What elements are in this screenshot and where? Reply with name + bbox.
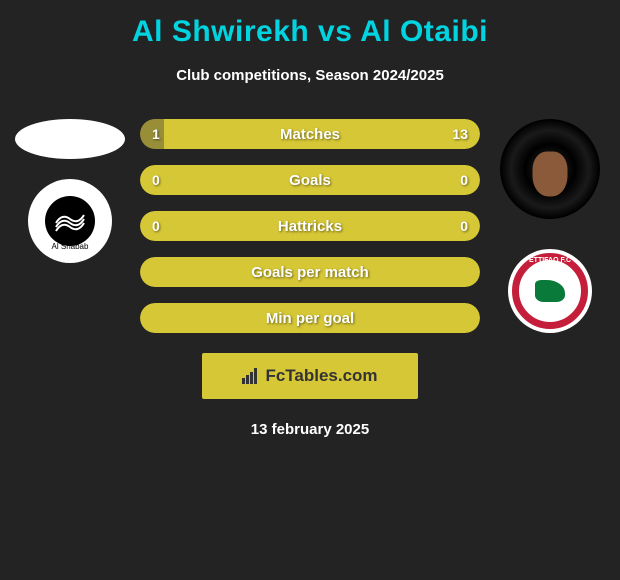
club-right-logo: ETTIFAQ F.C xyxy=(508,249,592,333)
stat-value-left: 0 xyxy=(152,172,160,188)
player-left-column: Al Shabab xyxy=(10,119,130,263)
club-left-emblem xyxy=(45,196,95,246)
date-text: 13 february 2025 xyxy=(10,421,610,438)
player-left-photo xyxy=(15,119,125,159)
club-left-text: Al Shabab xyxy=(52,242,89,251)
stat-value-right: 0 xyxy=(460,172,468,188)
watermark-text: FcTables.com xyxy=(265,366,377,386)
stat-row: 1 Matches 13 xyxy=(140,119,480,149)
stat-label: Hattricks xyxy=(278,218,342,235)
watermark: FcTables.com xyxy=(202,353,418,399)
player-right-column: ETTIFAQ F.C xyxy=(490,119,610,333)
page-title: Al Shwirekh vs Al Otaibi xyxy=(10,15,610,49)
stats-bars: 1 Matches 13 0 Goals 0 0 Hattricks 0 Goals per ma… xyxy=(140,119,480,333)
stat-label: Goals per match xyxy=(251,264,369,281)
stat-row: 0 Goals 0 xyxy=(140,165,480,195)
stat-row: 0 Hattricks 0 xyxy=(140,211,480,241)
stat-row: Min per goal xyxy=(140,303,480,333)
club-right-ring: ETTIFAQ F.C xyxy=(512,253,588,329)
stat-value-left: 0 xyxy=(152,218,160,234)
wave-icon xyxy=(52,203,88,239)
comparison-card: Al Shwirekh vs Al Otaibi Club competitio… xyxy=(0,0,620,580)
club-left-logo: Al Shabab xyxy=(28,179,112,263)
stat-row: Goals per match xyxy=(140,257,480,287)
subtitle: Club competitions, Season 2024/2025 xyxy=(10,67,610,84)
stat-label: Matches xyxy=(280,126,340,143)
club-right-text: ETTIFAQ F.C xyxy=(529,257,571,264)
stat-label: Goals xyxy=(289,172,331,189)
chart-icon xyxy=(242,368,257,384)
content-area: Al Shabab 1 Matches 13 0 Goals 0 0 Hattricks 0 Go… xyxy=(10,119,610,333)
player-right-photo xyxy=(500,119,600,219)
horse-icon xyxy=(535,280,565,302)
stat-value-left: 1 xyxy=(152,126,160,142)
stat-value-right: 0 xyxy=(460,218,468,234)
stat-label: Min per goal xyxy=(266,310,354,327)
stat-value-right: 13 xyxy=(452,126,468,142)
